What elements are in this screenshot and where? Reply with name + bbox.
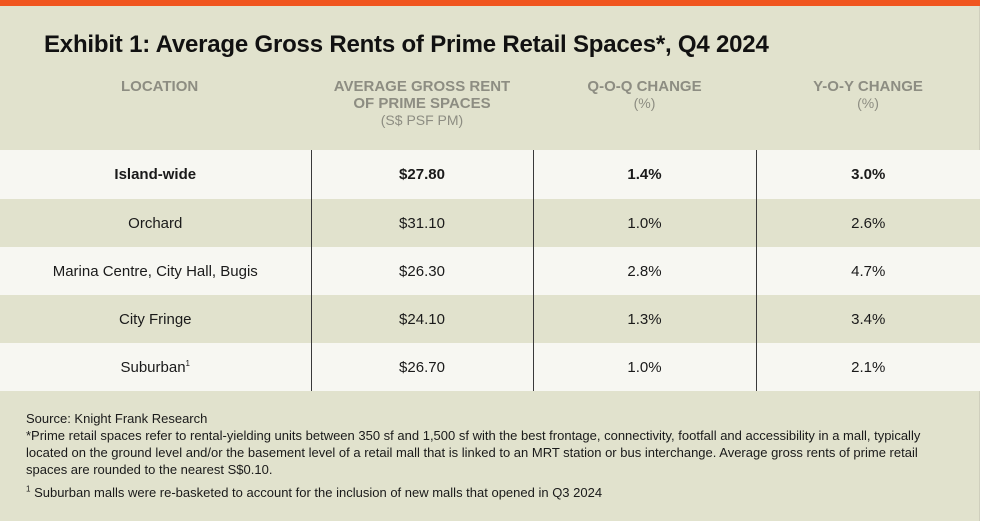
yoy-cell: 3.4% <box>755 295 980 343</box>
location-cell: City Fringe <box>0 295 311 343</box>
footnote-marker: 1 <box>185 358 190 368</box>
header-rent: AVERAGE GROSS RENT OF PRIME SPACES (S$ P… <box>311 77 533 150</box>
header-label: Y-O-Y CHANGE <box>813 78 923 95</box>
header-label: LOCATION <box>121 78 199 95</box>
qoq-cell: 2.8% <box>532 247 756 295</box>
suburban-footnote: 1 Suburban malls were re-basketed to acc… <box>26 484 946 501</box>
header-label-line2: OF PRIME SPACES <box>353 95 491 112</box>
qoq-cell: 1.3% <box>532 295 756 343</box>
yoy-cell: 2.6% <box>755 199 980 247</box>
table-header-row: LOCATION AVERAGE GROSS RENT OF PRIME SPA… <box>0 77 980 150</box>
accent-bar <box>0 0 980 6</box>
header-sub: (%) <box>633 95 656 111</box>
header-location: LOCATION <box>0 77 311 150</box>
yoy-cell: 2.1% <box>755 343 980 391</box>
source-text: Source: Knight Frank Research <box>26 411 208 426</box>
table-row: Marina Centre, City Hall, Bugis $26.30 2… <box>0 247 980 295</box>
footer-notes: Source: Knight Frank Research *Prime ret… <box>26 410 946 501</box>
qoq-cell: 1.4% <box>532 150 756 199</box>
rent-cell: $24.10 <box>310 295 533 343</box>
yoy-cell: 3.0% <box>755 150 980 199</box>
rent-cell: $26.30 <box>310 247 533 295</box>
footnote-marker: 1 <box>26 484 31 494</box>
table-row: Island-wide $27.80 1.4% 3.0% <box>0 150 980 199</box>
header-yoy: Y-O-Y CHANGE (%) <box>756 77 980 150</box>
table-row: City Fringe $24.10 1.3% 3.4% <box>0 295 980 343</box>
location-text: Suburban <box>120 358 186 376</box>
header-sub: (%) <box>857 95 879 111</box>
location-cell: Suburban1 <box>0 343 311 391</box>
table-row: Suburban1 $26.70 1.0% 2.1% <box>0 343 980 391</box>
qoq-cell: 1.0% <box>532 199 756 247</box>
header-qoq: Q-O-Q CHANGE (%) <box>533 77 756 150</box>
location-cell: Orchard <box>0 199 311 247</box>
rent-cell: $26.70 <box>310 343 533 391</box>
rent-cell: $31.10 <box>310 199 533 247</box>
exhibit-title: Exhibit 1: Average Gross Rents of Prime … <box>44 31 769 58</box>
qoq-cell: 1.0% <box>532 343 756 391</box>
header-sub: (S$ PSF PM) <box>380 112 464 128</box>
rents-table: LOCATION AVERAGE GROSS RENT OF PRIME SPA… <box>0 77 980 391</box>
yoy-cell: 4.7% <box>755 247 980 295</box>
location-cell: Marina Centre, City Hall, Bugis <box>0 247 311 295</box>
location-cell: Island-wide <box>0 150 311 199</box>
table-row: Orchard $31.10 1.0% 2.6% <box>0 199 980 247</box>
rent-cell: $27.80 <box>310 150 533 199</box>
footnote-text: Suburban malls were re-basketed to accou… <box>30 485 603 500</box>
prime-definition-note: *Prime retail spaces refer to rental-yie… <box>26 428 921 477</box>
header-label: Q-O-Q CHANGE <box>587 78 702 95</box>
header-label: AVERAGE GROSS RENT <box>333 78 511 95</box>
